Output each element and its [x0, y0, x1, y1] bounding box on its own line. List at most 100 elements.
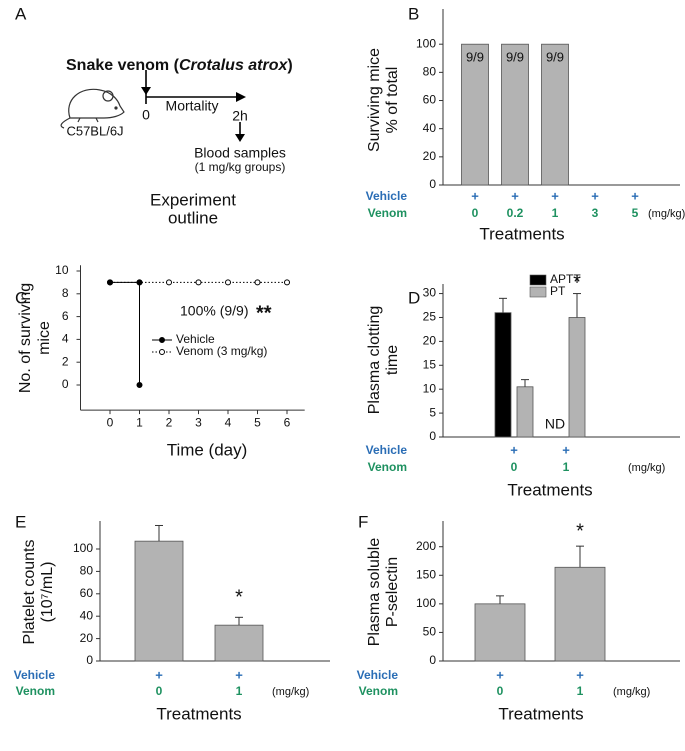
x-tick-label: 1	[136, 415, 143, 429]
row-label: Venom	[16, 684, 55, 698]
mouse-icon	[60, 88, 125, 129]
title-suffix: )	[287, 57, 292, 74]
value-label: 9/9	[506, 50, 524, 65]
y-tick-label: 80	[80, 564, 94, 578]
row-label: Venom	[359, 684, 398, 698]
y-tick-label: 25	[423, 310, 437, 324]
x-axis-label: Treatments	[507, 480, 592, 499]
error-bar	[155, 524, 163, 542]
vehicle-mark: +	[510, 442, 518, 457]
time-end: 2h	[232, 108, 248, 124]
species: Crotalus atrox	[179, 57, 289, 74]
y-axis-label: Platelet counts	[21, 540, 38, 645]
dose-label: 0	[511, 460, 518, 474]
timeline	[141, 70, 246, 142]
legend-marker	[159, 337, 165, 343]
dose-label: 1	[236, 684, 243, 698]
y-tick-label: 6	[62, 309, 69, 323]
time-start: 0	[142, 107, 150, 123]
panel-f: F 0 50 100 150 200 Plasma soluble P-selectin +0 +…	[357, 512, 680, 723]
x-tick-label: 5	[254, 415, 261, 429]
samples-label: Blood samples	[194, 145, 286, 161]
dose-label: 0	[472, 206, 479, 220]
panel-e: E 0 20 40 60 80 100 Platelet counts (10⁷/mL) +0 +1…	[14, 512, 330, 723]
bar	[134, 540, 184, 662]
y-tick-label: 150	[416, 567, 436, 581]
bar	[554, 566, 606, 662]
y-tick-label: 20	[80, 631, 94, 645]
bar	[516, 386, 534, 438]
panel-letter: B	[408, 4, 419, 23]
panel-b: B 0 20 40 60 80 100 Surviving mice% of total +0 9…	[366, 4, 685, 243]
legend-label: Vehicle	[176, 332, 215, 346]
error-bar	[496, 595, 504, 604]
value-label: 9/9	[466, 50, 484, 65]
y-tick-label: 200	[416, 539, 436, 553]
annotation: 100% (9/9)	[180, 303, 248, 319]
y-axis-label: P-selectin	[384, 557, 401, 627]
strain: C57BL/6J	[66, 123, 123, 138]
error-bar	[573, 293, 581, 318]
y-tick-label: 0	[62, 377, 69, 391]
y-tick-label: 10	[423, 381, 437, 395]
series-line	[110, 281, 140, 385]
y-tick-label: 0	[429, 653, 436, 667]
vehicle-mark: +	[471, 188, 479, 203]
y-tick-label: 40	[80, 608, 94, 622]
unit-label: (mg/kg)	[628, 462, 665, 474]
bar	[501, 43, 529, 186]
dose-label: 0.2	[507, 206, 524, 220]
x-tick-label: 2	[166, 415, 173, 429]
row-label: Vehicle	[357, 668, 399, 682]
vehicle-mark: +	[511, 188, 519, 203]
unit-label: (mg/kg)	[648, 208, 685, 220]
bar	[214, 624, 264, 662]
x-tick-label: 6	[284, 415, 291, 429]
y-axis-label: mice	[36, 321, 53, 355]
dose-label: 0	[156, 684, 163, 698]
y-tick-label: 40	[423, 121, 437, 135]
dose-label: 1	[552, 206, 559, 220]
row-label: Venom	[368, 460, 407, 474]
mortality-label: Mortality	[166, 98, 219, 114]
panel-c: C 0 2 4 6 8 10 0 1 2 3 4 5 6 No. of surviving mice Time …	[15, 263, 305, 459]
y-axis-label: No. of surviving	[17, 283, 34, 393]
y-axis-label: % of total	[384, 67, 401, 134]
unit-label: (mg/kg)	[272, 686, 309, 698]
y-tick-label: 10	[55, 263, 69, 277]
samples-note: (1 mg/kg groups)	[195, 160, 286, 174]
bar	[541, 43, 569, 186]
y-tick-label: 0	[429, 177, 436, 191]
y-tick-label: 20	[423, 149, 437, 163]
dose-label: 1	[577, 684, 584, 698]
caption-line: outline	[168, 208, 218, 227]
y-axis-label: time	[384, 345, 401, 375]
bar	[474, 603, 526, 662]
y-tick-label: 100	[416, 596, 436, 610]
dose-label: 0	[497, 684, 504, 698]
x-tick-label: 4	[225, 415, 232, 429]
legend-swatch	[529, 274, 547, 286]
panel-d: D 0 5 10 15 20 25 30 Plasma clotting time +0 +1 Vehi…	[366, 271, 680, 499]
y-tick-label: 15	[423, 357, 437, 371]
row-label: Venom	[368, 206, 407, 220]
error-bar	[235, 616, 243, 626]
x-axis-label: Time (day)	[167, 440, 248, 459]
point	[136, 382, 143, 388]
annotation: *	[235, 586, 243, 608]
dose-label: 1	[563, 460, 570, 474]
point	[225, 279, 231, 286]
y-tick-label: 20	[423, 334, 437, 348]
y-tick-label: 100	[416, 36, 436, 50]
panel-letter: E	[15, 512, 26, 531]
dose-label: 5	[632, 206, 639, 220]
legend-marker	[159, 349, 165, 355]
x-axis-label: Treatments	[498, 704, 583, 723]
y-tick-label: 80	[423, 65, 437, 79]
dose-label: 3	[592, 206, 599, 220]
panel-letter: A	[15, 4, 27, 23]
vehicle-mark: +	[562, 442, 570, 457]
y-tick-label: 4	[62, 332, 69, 346]
y-tick-label: 0	[86, 653, 93, 667]
